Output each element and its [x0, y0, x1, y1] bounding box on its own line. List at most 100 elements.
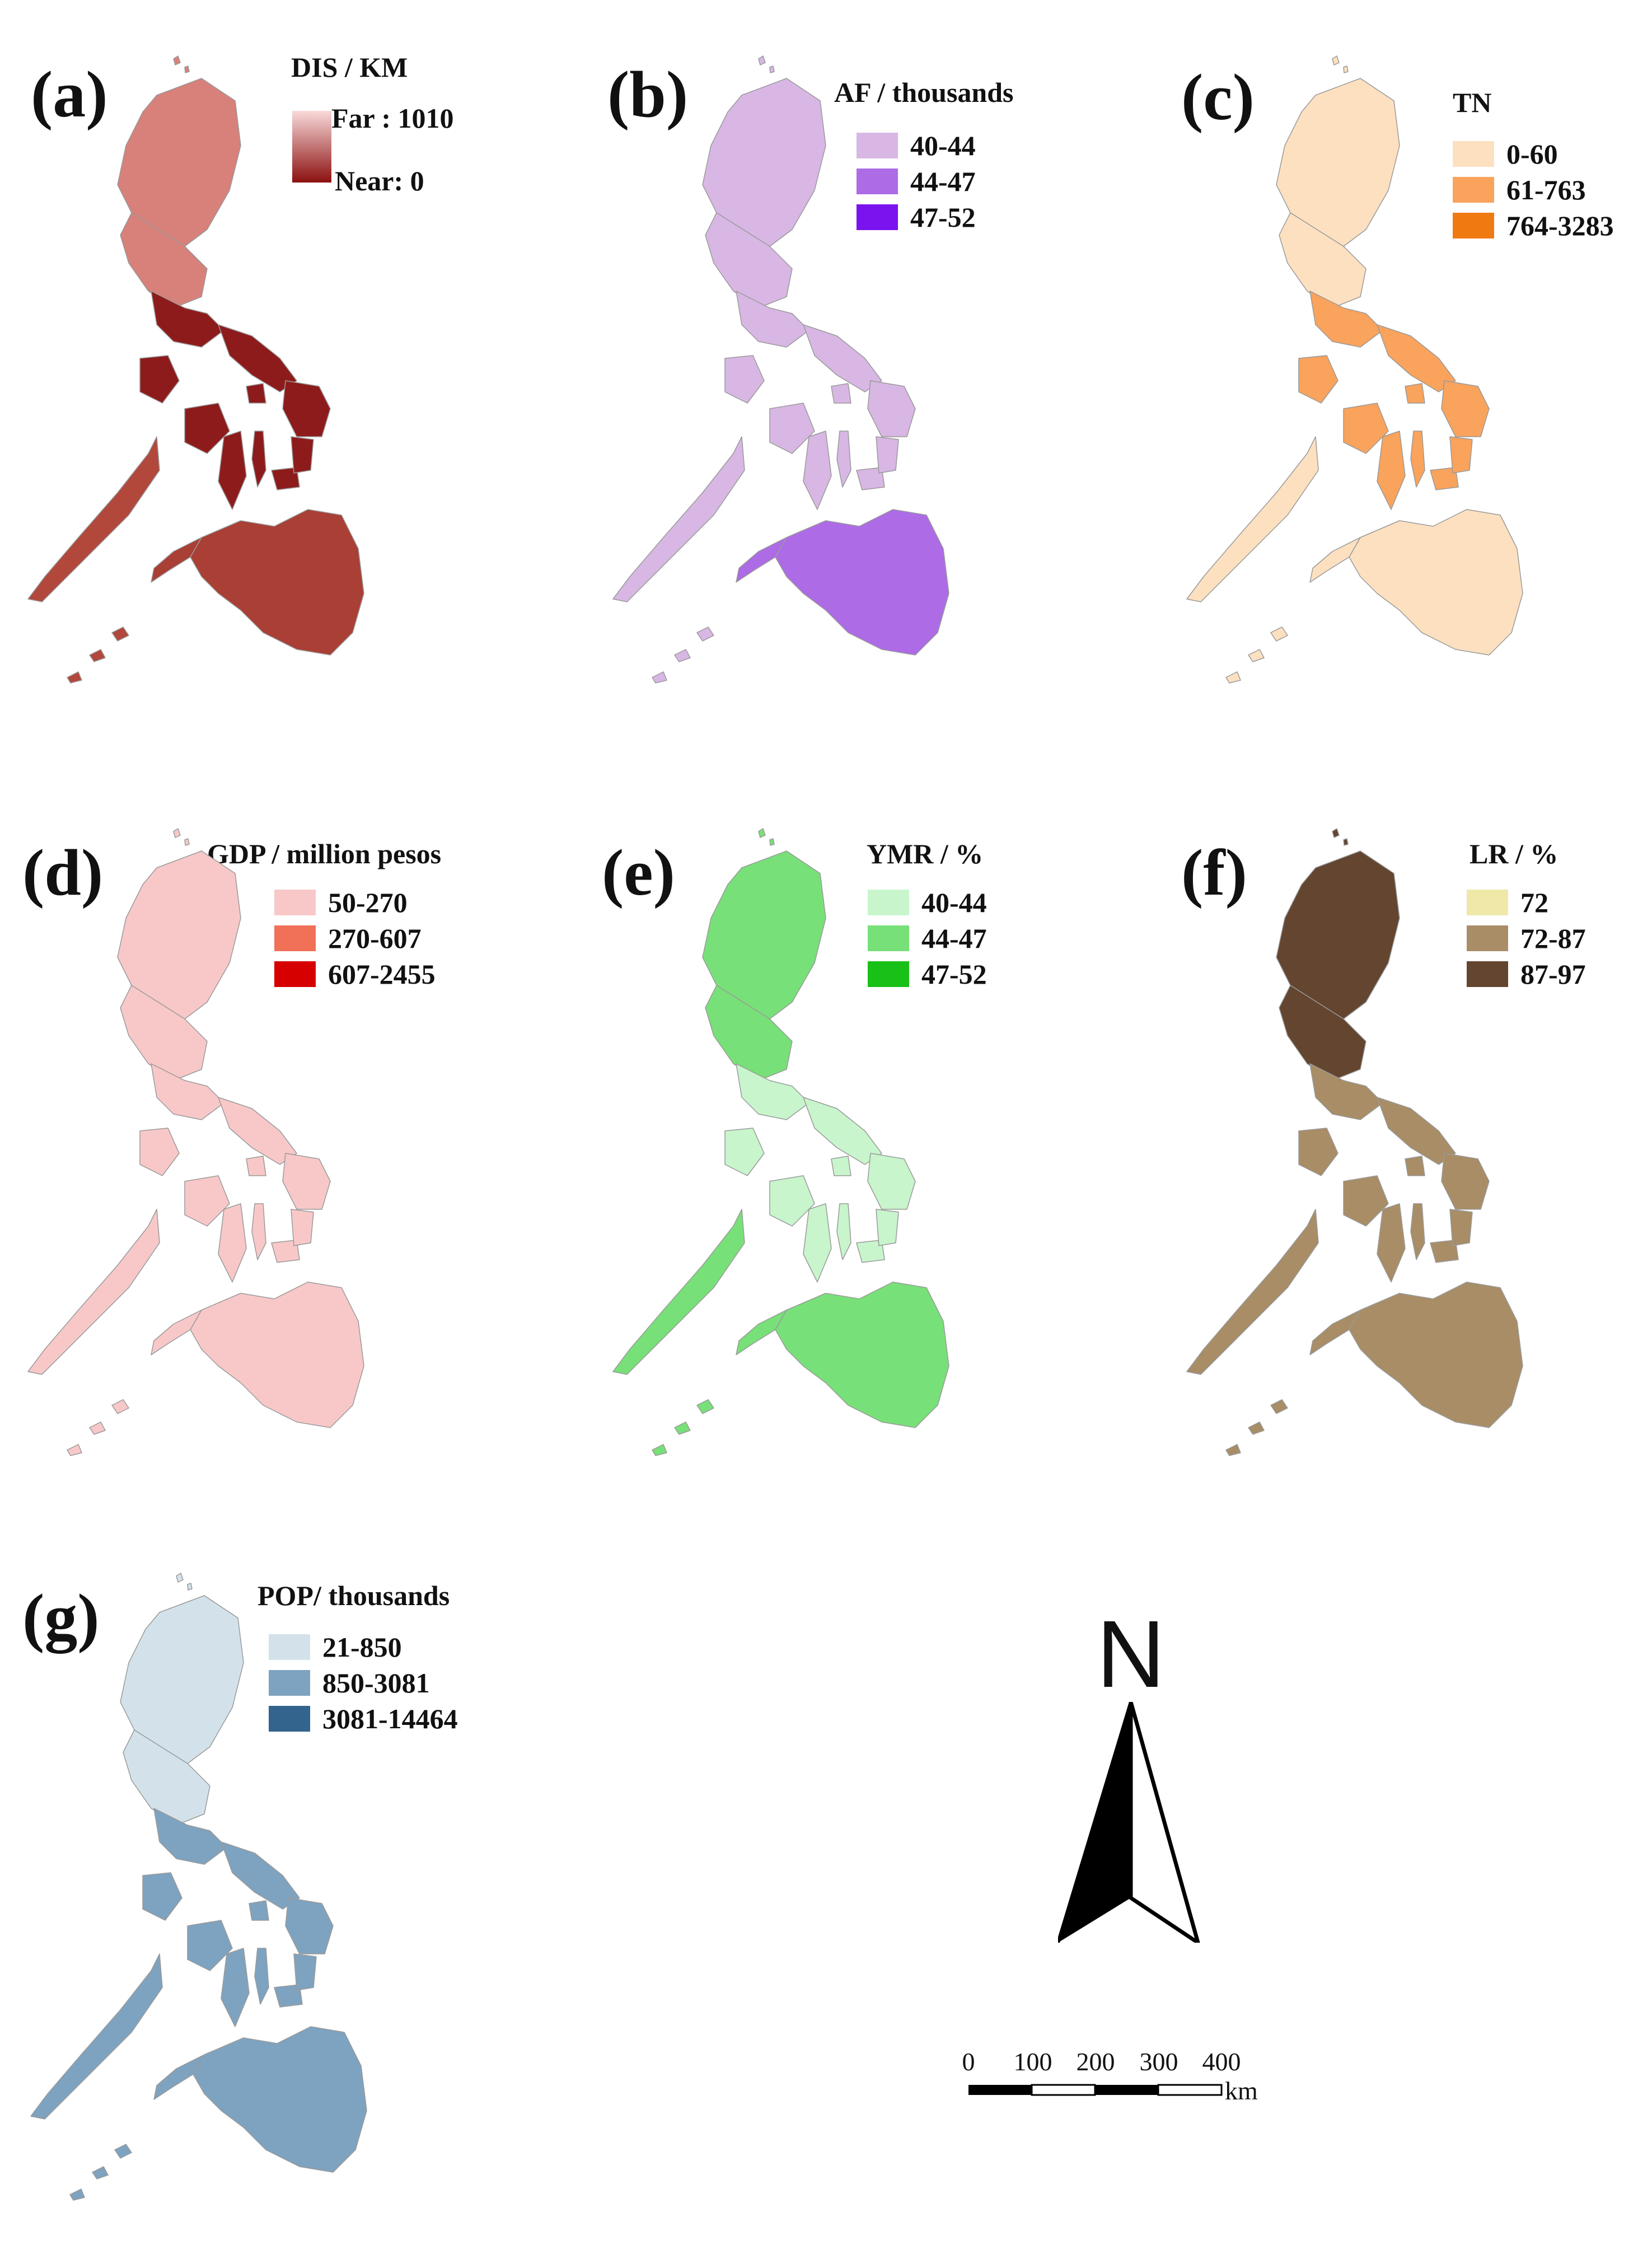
map-region-mindanao: [190, 1281, 364, 1428]
panel-b: (b) AF / thousands 40-44 44-47 47-52: [577, 0, 1136, 728]
map-region-batanes-islands: [173, 55, 190, 73]
legend-item: 61-763: [1453, 176, 1586, 204]
map-region-zamboanga: [736, 1309, 787, 1355]
map-region-palawan: [612, 436, 745, 602]
map-region-bohol: [271, 467, 300, 490]
legend-label: 764-3283: [1506, 210, 1614, 241]
legend-swatch: [868, 890, 909, 915]
map-region-cebu: [1410, 1203, 1425, 1260]
map-region-masbate: [1405, 383, 1425, 404]
map-region-palawan: [1186, 436, 1319, 602]
map-region-sulu-islands: [1225, 626, 1288, 684]
map-region-batanes-islands: [1332, 55, 1349, 73]
map-region-negros: [803, 431, 832, 510]
map-region-cebu: [836, 431, 851, 488]
legend-swatch: [274, 925, 316, 951]
legend-title: DIS / KM: [291, 52, 408, 83]
map-region-palawan: [1186, 1209, 1319, 1375]
philippines-map: [27, 828, 364, 1456]
scale-tick-label: 0: [962, 2047, 975, 2076]
map-region-leyte: [876, 436, 899, 474]
panel-d: (d) GDP / million pesos 50-270 270-607 6…: [0, 784, 560, 1512]
legend-swatch: [269, 1706, 310, 1732]
map-region-bohol: [856, 467, 885, 490]
legend-swatch: [1467, 961, 1508, 987]
map-region-negros: [1377, 431, 1406, 510]
map-region-sulu-islands: [67, 1399, 129, 1456]
legend-far-label: Far : 1010: [331, 102, 454, 134]
map-region-panay: [184, 403, 230, 454]
map-region-batanes-islands: [1332, 828, 1349, 846]
scale-bar: 0 100 200 300 400 km: [952, 2049, 1288, 2116]
map-region-leyte: [291, 436, 314, 474]
map-region-panay: [187, 1920, 233, 1971]
map-region-negros: [218, 431, 247, 510]
legend-swatch: [857, 169, 898, 194]
legend-label: 3081-14464: [322, 1703, 458, 1734]
map-region-sulu-islands: [67, 626, 129, 684]
map-region-mindoro: [724, 1128, 765, 1176]
panel-letter: (c): [1181, 60, 1255, 134]
map-region-cebu: [251, 1203, 266, 1260]
legend-swatch: [274, 890, 316, 915]
map-region-mindoro: [724, 355, 765, 404]
map-region-mindanao: [190, 509, 364, 656]
map-region-sulu-islands: [652, 1399, 714, 1456]
legend-item: 44-47: [868, 924, 987, 952]
scale-tick-label: 200: [1076, 2047, 1115, 2076]
legend-item: 72: [1467, 888, 1548, 916]
map-region-masbate: [246, 1156, 266, 1176]
map-region-masbate: [249, 1900, 269, 1921]
map-region-zamboanga: [151, 537, 202, 583]
map-region-leyte: [291, 1209, 314, 1246]
map-region-batanes-islands: [173, 828, 190, 846]
map-region-manila-calabarzon: [151, 291, 224, 348]
north-arrow-icon: [1058, 1702, 1200, 1943]
map-region-manila-calabarzon: [1309, 291, 1383, 348]
panel-letter: (g): [22, 1580, 100, 1654]
legend-title: YMR / %: [867, 838, 984, 869]
legend-label: 72: [1520, 887, 1548, 918]
philippines-map: [612, 828, 949, 1456]
panel-letter: (e): [602, 836, 675, 909]
legend-item: 44-47: [857, 167, 976, 195]
map-region-negros: [218, 1203, 247, 1283]
legend-item: 40-44: [868, 888, 987, 916]
map-region-bicol: [1377, 324, 1456, 392]
legend-item: 270-607: [274, 924, 422, 952]
gradient-legend-bar: [292, 111, 331, 183]
legend-title: TN: [1453, 87, 1492, 118]
map-region-mindanao: [1349, 509, 1523, 656]
legend-title: AF / thousands: [834, 77, 1014, 108]
legend-label: 607-2455: [328, 958, 436, 990]
legend-swatch: [1453, 177, 1494, 203]
map-region-sulu-islands: [1225, 1399, 1288, 1456]
map-region-mindoro: [142, 1872, 182, 1921]
legend-label: 61-763: [1506, 174, 1586, 205]
philippines-map: [1186, 828, 1523, 1456]
legend-near-label: Near: 0: [335, 165, 424, 197]
legend-title: GDP / million pesos: [207, 838, 442, 869]
map-region-masbate: [831, 383, 851, 404]
map-region-masbate: [1405, 1156, 1425, 1176]
legend-label: 44-47: [921, 923, 987, 954]
map-region-negros: [1377, 1203, 1406, 1283]
map-region-samar: [1441, 380, 1490, 437]
north-arrow: N: [1058, 1607, 1204, 1943]
map-region-samar: [867, 380, 916, 437]
legend-item: 0-60: [1453, 140, 1558, 168]
map-region-manila-calabarzon: [153, 1808, 227, 1865]
legend-label: 47-52: [921, 958, 987, 990]
legend-label: 72-87: [1520, 923, 1586, 954]
panel-letter: (a): [31, 58, 108, 131]
legend-item: 764-3283: [1453, 212, 1614, 240]
map-region-masbate: [246, 383, 266, 404]
map-region-cebu: [251, 431, 266, 488]
panel-e: (e) YMR / % 40-44 44-47 47-52: [577, 784, 1136, 1512]
map-region-masbate: [831, 1156, 851, 1176]
legend-swatch: [868, 961, 909, 987]
panel-a: (a) DIS / KM Far : 1010 Near: 0: [0, 0, 560, 728]
philippines-map: [612, 55, 949, 684]
legend-item: 47-52: [857, 203, 976, 231]
map-region-bohol: [271, 1240, 300, 1263]
